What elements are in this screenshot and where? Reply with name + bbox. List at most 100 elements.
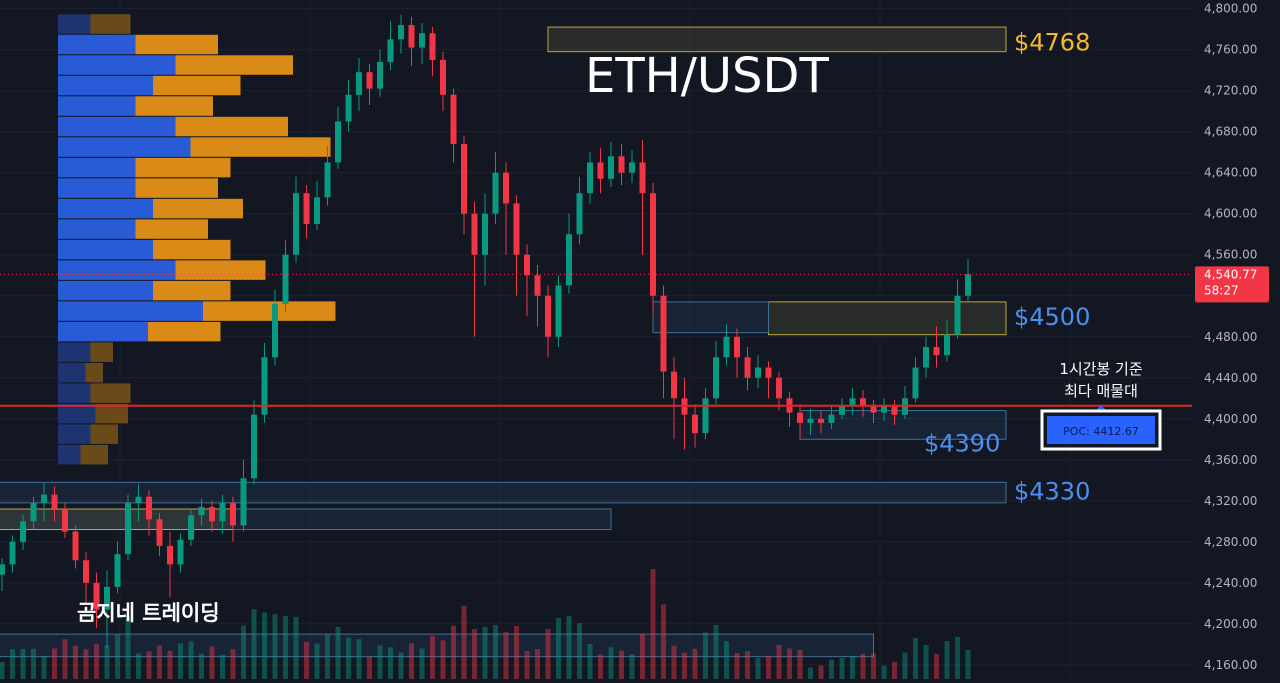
- volume-bar: [587, 644, 593, 679]
- volume-bar: [209, 646, 215, 679]
- profile-sell-bar: [135, 34, 218, 55]
- volume-bar: [923, 645, 929, 679]
- volume-bar: [188, 641, 194, 679]
- candle-body: [912, 367, 919, 399]
- profile-sell-bar: [153, 75, 241, 96]
- volume-bar: [83, 649, 89, 679]
- volume-bar: [377, 645, 383, 679]
- volume-bar: [20, 649, 26, 679]
- volume-bar: [356, 639, 362, 679]
- candle-body: [692, 414, 698, 434]
- level-labels: $4768 $4500 $4390 $4330: [924, 28, 1090, 505]
- profile-sell-bar: [135, 178, 218, 198]
- volume-bar: [692, 648, 698, 679]
- level-label: $4500: [1014, 303, 1090, 331]
- candle-body: [566, 234, 572, 286]
- supply-zone: [768, 301, 1007, 336]
- volume-bar: [31, 648, 36, 679]
- y-tick-label: 4,480.00: [1204, 330, 1257, 344]
- volume-bar: [461, 605, 467, 679]
- volume-bar: [902, 652, 908, 679]
- candle-body: [335, 121, 341, 163]
- candle-body: [933, 347, 940, 356]
- y-tick-label: 4,640.00: [1204, 166, 1257, 180]
- profile-sell-bar: [148, 321, 221, 342]
- price-axis[interactable]: 4,800.00 4,760.00 4,720.00 4,680.00 4,640.00…: [1192, 0, 1280, 679]
- candle-body: [366, 72, 373, 89]
- profile-buy-bar: [58, 301, 203, 321]
- volume-bar: [251, 609, 257, 679]
- y-tick-label: 4,440.00: [1204, 371, 1257, 385]
- volume-bar: [745, 651, 750, 679]
- volume-bar: [640, 634, 645, 679]
- y-tick-label: 4,560.00: [1204, 248, 1257, 262]
- candle-body: [156, 519, 163, 546]
- candle-body: [660, 295, 667, 372]
- candle-body: [713, 357, 719, 399]
- profile-sell-bar: [153, 198, 243, 219]
- demand-zone: [0, 633, 874, 658]
- profile-buy-bar: [58, 55, 176, 75]
- y-tick-label: 4,600.00: [1204, 207, 1257, 221]
- volume-bar: [944, 641, 950, 679]
- candle-body: [965, 274, 971, 296]
- volume-bar: [829, 659, 834, 679]
- volume-bar: [409, 643, 414, 679]
- candle-body: [860, 398, 866, 407]
- level-label: $4390: [924, 429, 1000, 457]
- current-price-tag[interactable]: 4,540.77 58:27: [1195, 266, 1269, 303]
- volume-bar: [346, 637, 351, 679]
- candle-body: [723, 336, 730, 358]
- volume-bar: [493, 625, 498, 679]
- price-tag-countdown: 58:27: [1204, 283, 1239, 297]
- profile-sell-bar: [175, 55, 293, 75]
- candle-body: [219, 502, 226, 522]
- volume-bar: [10, 649, 15, 679]
- volume-bars: [0, 569, 971, 679]
- candle-body: [251, 414, 257, 479]
- volume-bar: [451, 625, 456, 679]
- candle-body: [818, 418, 824, 423]
- volume-bar: [94, 643, 99, 679]
- poc-label: POC: 4412.67: [1063, 425, 1139, 438]
- profile-sell-bar: [90, 383, 131, 403]
- profile-sell-bar: [95, 403, 128, 424]
- volume-bar: [304, 642, 309, 679]
- profile-buy-bar: [58, 137, 191, 157]
- profile-buy-bar: [58, 14, 91, 34]
- poc-box-frame: [1040, 409, 1162, 451]
- candle-body: [870, 406, 877, 413]
- profile-buy-bar: [58, 75, 153, 96]
- volume-bar: [713, 625, 719, 679]
- profile-buy-bar: [58, 424, 91, 444]
- volume-bar: [650, 569, 656, 679]
- candle-body: [629, 162, 635, 173]
- candle-body: [62, 509, 68, 532]
- candle-body: [503, 172, 509, 204]
- profile-sell-bar: [175, 116, 288, 137]
- volume-bar: [839, 657, 845, 679]
- volume-bar: [871, 653, 876, 679]
- profile-buy-bar: [58, 260, 176, 280]
- volume-profile: [58, 14, 336, 465]
- profile-sell-bar: [190, 137, 331, 157]
- profile-buy-bar: [58, 178, 136, 198]
- profile-buy-bar: [58, 383, 91, 403]
- volume-bar: [41, 655, 47, 679]
- candle-body: [93, 582, 100, 610]
- y-tick-label: 4,240.00: [1204, 576, 1257, 590]
- candle-body: [482, 213, 488, 255]
- profile-buy-bar: [58, 444, 81, 465]
- volume-bar: [220, 654, 225, 679]
- candle-body: [597, 162, 604, 179]
- volume-bar: [398, 652, 404, 679]
- demand-zone: [0, 481, 1007, 504]
- profile-buy-bar: [58, 157, 136, 178]
- candle-body: [146, 496, 152, 520]
- poc-box[interactable]: [1047, 416, 1155, 444]
- volume-bar: [556, 618, 561, 679]
- candle-body: [639, 162, 646, 194]
- volume-bar: [241, 625, 246, 679]
